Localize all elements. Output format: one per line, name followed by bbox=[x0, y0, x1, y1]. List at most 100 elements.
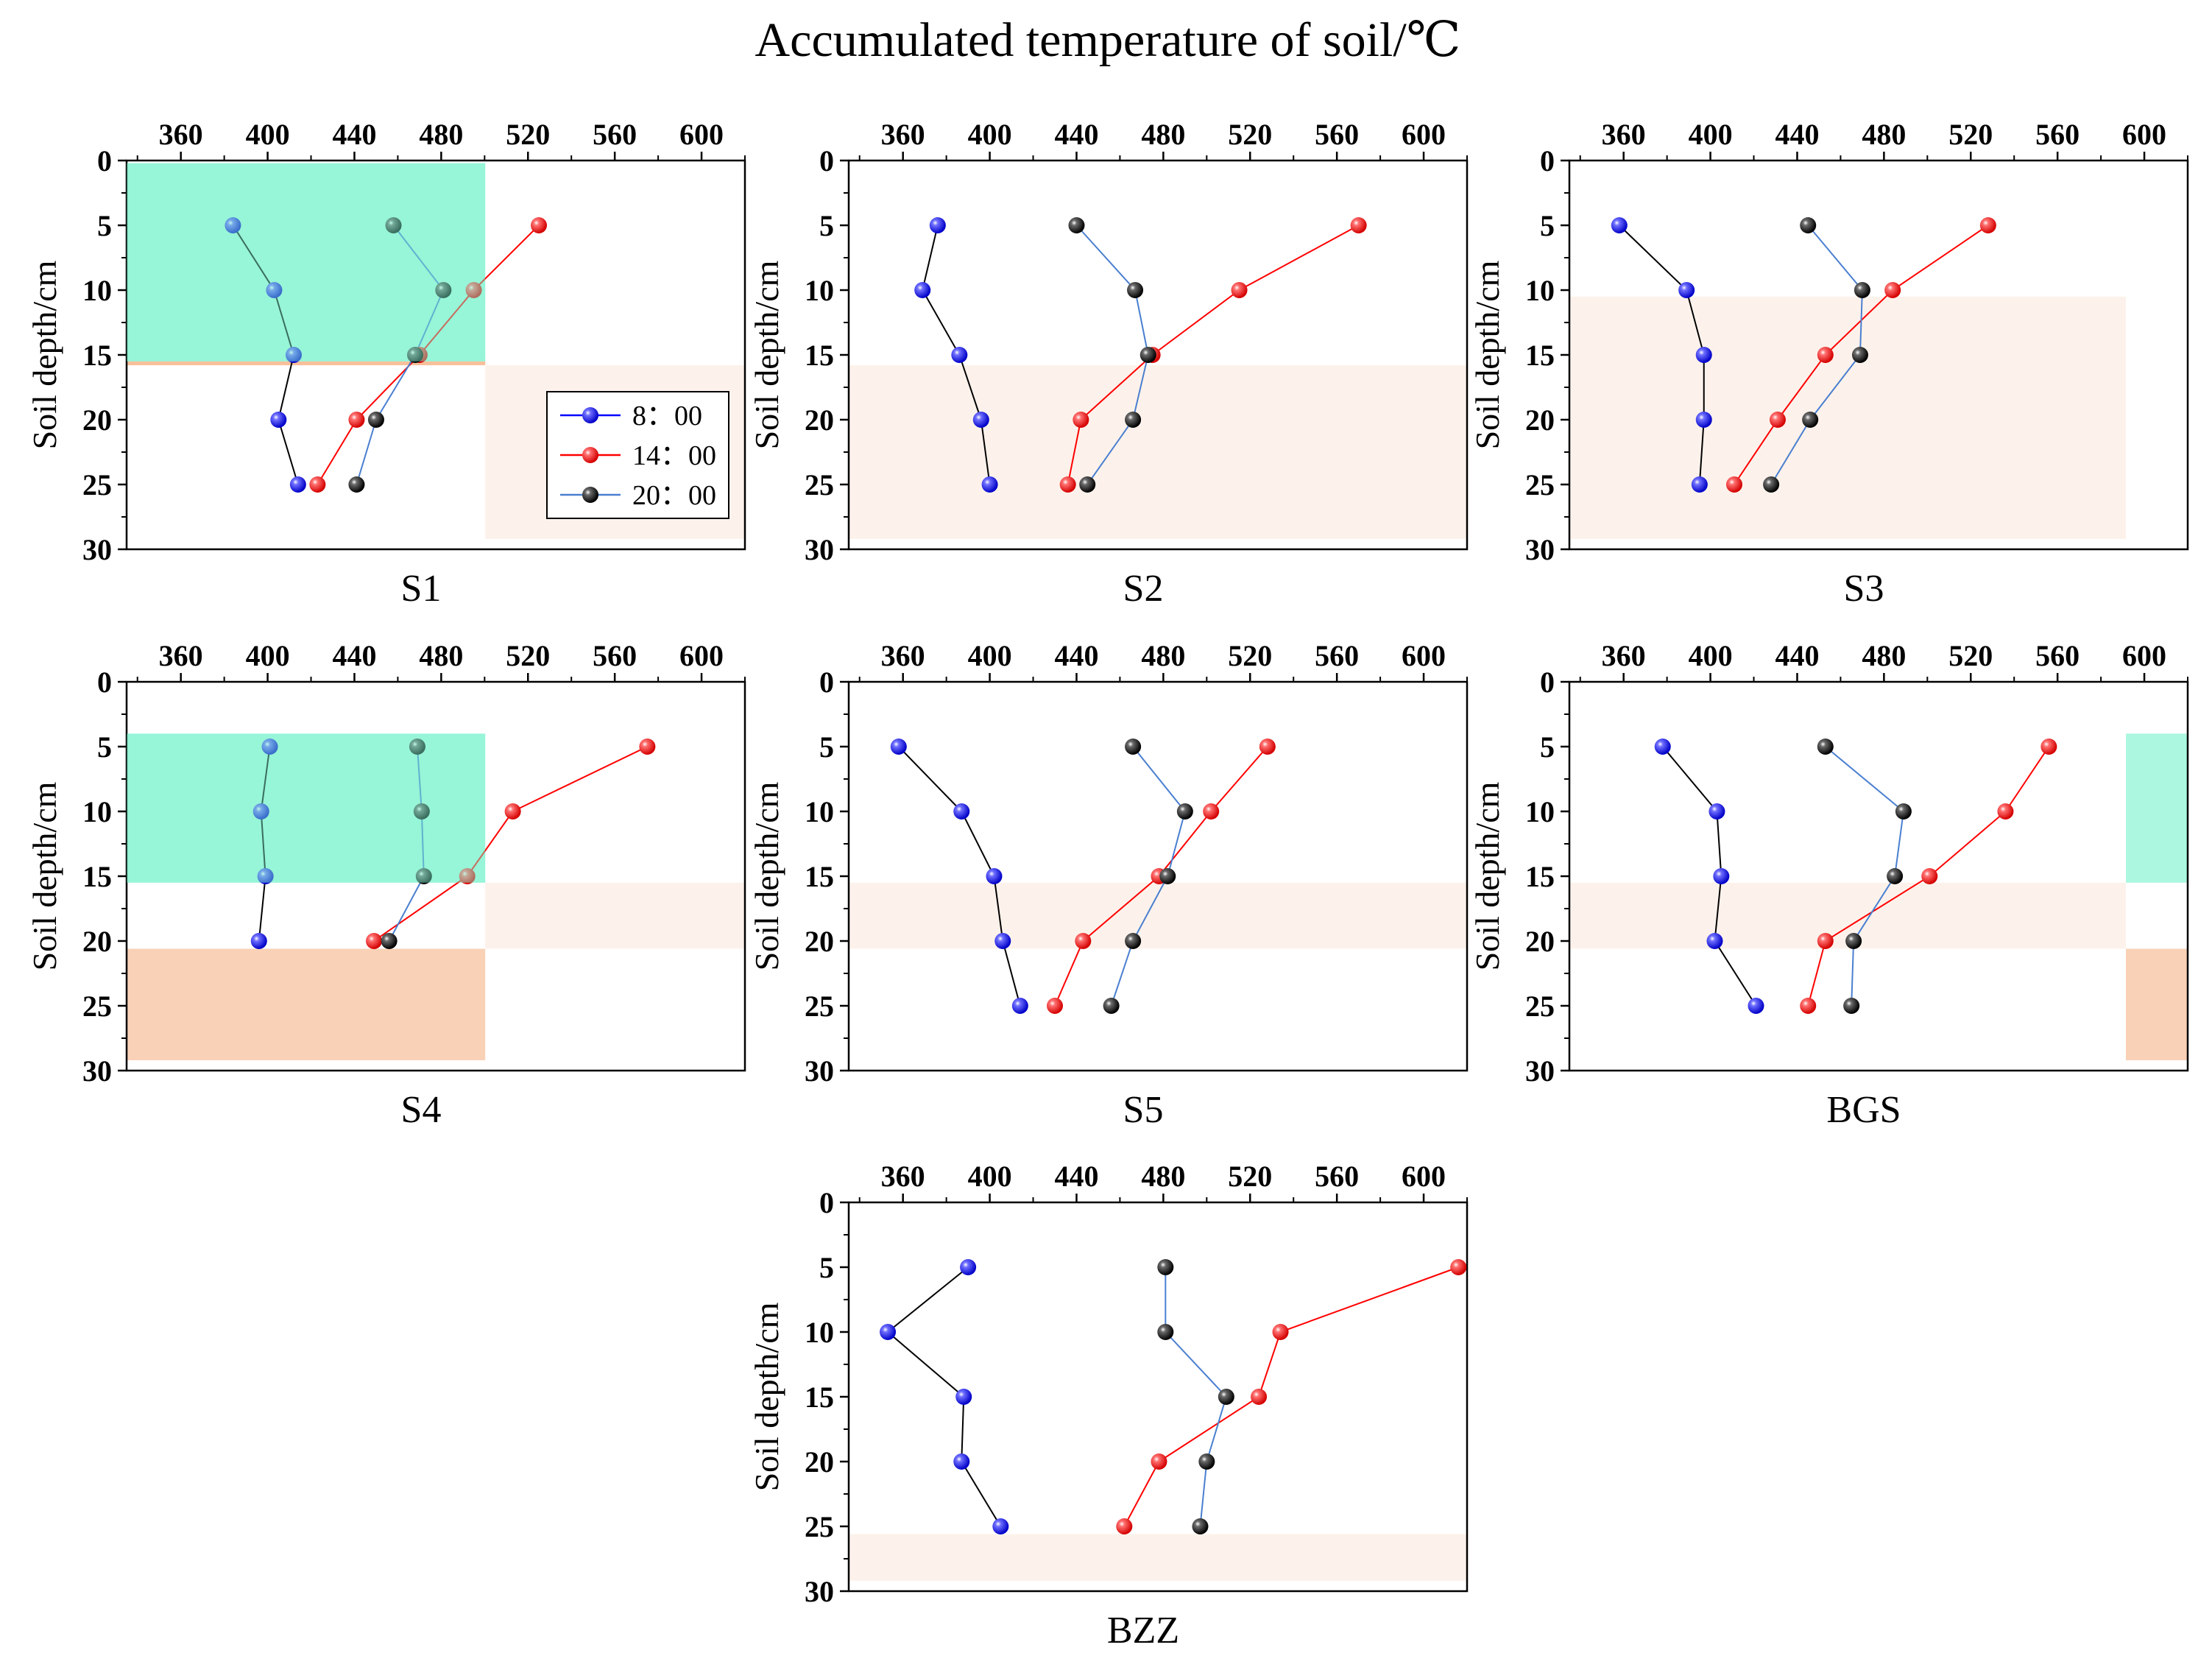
y-tick-label: 30 bbox=[805, 533, 834, 566]
data-point-1400 bbox=[1979, 217, 1996, 233]
y-tick-label: 10 bbox=[82, 274, 112, 307]
y-axis-label: Soil depth/cm bbox=[748, 781, 785, 970]
y-tick-label: 20 bbox=[805, 403, 834, 437]
data-point-1400 bbox=[348, 412, 365, 428]
panel-band bbox=[127, 948, 486, 1060]
y-tick-label: 5 bbox=[1540, 209, 1555, 242]
data-point-1400 bbox=[504, 803, 521, 820]
x-tick-label: 520 bbox=[1948, 118, 1993, 151]
data-point-1400 bbox=[1203, 803, 1220, 820]
x-tick-label: 520 bbox=[1228, 1160, 1272, 1193]
data-point-2000 bbox=[1127, 282, 1144, 298]
series-line-800 bbox=[258, 746, 271, 942]
data-point-800 bbox=[981, 476, 998, 493]
data-point-1400 bbox=[1151, 1453, 1167, 1470]
legend-marker-1400 bbox=[582, 447, 598, 463]
x-tick-label: 360 bbox=[1602, 118, 1646, 151]
panel-band bbox=[2126, 733, 2188, 883]
data-point-2000 bbox=[1763, 476, 1780, 493]
legend-label-2000: 20：00 bbox=[632, 480, 716, 511]
y-tick-label: 0 bbox=[97, 666, 112, 699]
data-point-1400 bbox=[1231, 282, 1248, 298]
data-point-800 bbox=[992, 1518, 1009, 1534]
y-axis-label: Soil depth/cm bbox=[1469, 260, 1506, 449]
data-point-2000 bbox=[1854, 282, 1870, 298]
data-point-800 bbox=[1709, 803, 1725, 820]
y-tick-label: 10 bbox=[1525, 274, 1555, 307]
data-point-2000 bbox=[1817, 739, 1834, 755]
data-point-800 bbox=[994, 933, 1011, 949]
series-line-1400 bbox=[1123, 1266, 1459, 1527]
y-tick-label: 30 bbox=[1525, 533, 1555, 566]
x-tick-label: 360 bbox=[1602, 639, 1646, 672]
y-tick-label: 15 bbox=[82, 339, 112, 372]
data-point-1400 bbox=[1059, 476, 1076, 493]
series-line-800 bbox=[886, 1266, 1002, 1527]
y-tick-label: 0 bbox=[1540, 144, 1555, 177]
data-point-800 bbox=[1695, 412, 1712, 428]
y-tick-label: 5 bbox=[819, 730, 834, 764]
x-tick-label: 560 bbox=[2035, 639, 2080, 672]
x-tick-label: 480 bbox=[419, 639, 463, 672]
x-tick-label: 600 bbox=[1402, 1160, 1446, 1193]
data-point-2000 bbox=[1139, 347, 1156, 363]
data-point-2000 bbox=[409, 739, 425, 755]
y-tick-label: 5 bbox=[819, 209, 834, 242]
data-point-1400 bbox=[531, 217, 547, 233]
data-point-800 bbox=[1654, 739, 1671, 755]
data-point-1400 bbox=[1884, 282, 1901, 298]
panel-band bbox=[127, 163, 486, 362]
data-point-800 bbox=[880, 1324, 897, 1340]
data-point-800 bbox=[953, 803, 970, 820]
figure-title: Accumulated temperature of soil/℃ bbox=[755, 13, 1461, 67]
data-point-1400 bbox=[1921, 868, 1938, 884]
x-tick-label: 400 bbox=[968, 118, 1012, 151]
data-point-800 bbox=[252, 803, 269, 820]
series-line-2000 bbox=[388, 746, 425, 942]
panel-s3: 360 400 440 480 520 560 600 0 5 10 15 20 25 30 Soil de… bbox=[1469, 118, 2189, 610]
panel-band bbox=[849, 365, 1467, 539]
x-tick-label: 480 bbox=[1141, 639, 1185, 672]
x-tick-label: 600 bbox=[1402, 118, 1446, 151]
panel-band bbox=[2126, 948, 2188, 1060]
data-point-800 bbox=[914, 282, 931, 298]
x-tick-label: 400 bbox=[246, 639, 290, 672]
x-tick-label: 560 bbox=[2035, 118, 2080, 151]
data-point-800 bbox=[1611, 217, 1628, 233]
y-tick-label: 5 bbox=[97, 730, 112, 764]
y-tick-label: 30 bbox=[82, 533, 112, 566]
legend-label-0800: 8：00 bbox=[632, 401, 702, 431]
x-tick-label: 560 bbox=[593, 639, 637, 672]
data-point-1400 bbox=[2040, 739, 2057, 755]
data-point-2000 bbox=[415, 868, 432, 884]
data-point-2000 bbox=[1218, 1389, 1234, 1405]
data-point-1400 bbox=[1073, 412, 1089, 428]
legend-entry-0800: 8：00 bbox=[560, 401, 702, 431]
y-tick-label: 15 bbox=[805, 339, 834, 372]
data-point-800 bbox=[285, 347, 302, 363]
data-point-2000 bbox=[1800, 217, 1817, 233]
y-tick-label: 30 bbox=[1525, 1054, 1555, 1088]
data-point-2000 bbox=[1068, 217, 1085, 233]
data-point-2000 bbox=[1198, 1453, 1215, 1470]
data-point-2000 bbox=[1887, 868, 1904, 884]
y-tick-label: 25 bbox=[82, 990, 112, 1023]
data-point-2000 bbox=[1079, 476, 1096, 493]
x-tick-label: 480 bbox=[1141, 118, 1185, 151]
data-point-800 bbox=[953, 1453, 970, 1470]
data-point-2000 bbox=[1125, 412, 1142, 428]
data-point-1400 bbox=[1817, 933, 1834, 949]
data-point-2000 bbox=[1159, 868, 1176, 884]
panel-label: S1 bbox=[401, 568, 442, 610]
x-tick-label: 360 bbox=[881, 639, 925, 672]
y-tick-label: 25 bbox=[805, 468, 834, 501]
data-point-800 bbox=[261, 739, 278, 755]
y-tick-label: 10 bbox=[805, 1316, 834, 1349]
data-point-1400 bbox=[1047, 998, 1063, 1014]
data-point-1400 bbox=[1726, 476, 1742, 493]
panel-s2: 360 400 440 480 520 560 600 0 5 10 15 20 25 30 Soil de… bbox=[748, 118, 1469, 610]
x-tick-label: 440 bbox=[1054, 118, 1098, 151]
x-tick-label: 440 bbox=[1775, 639, 1819, 672]
y-axis-label: Soil depth/cm bbox=[1469, 781, 1506, 970]
